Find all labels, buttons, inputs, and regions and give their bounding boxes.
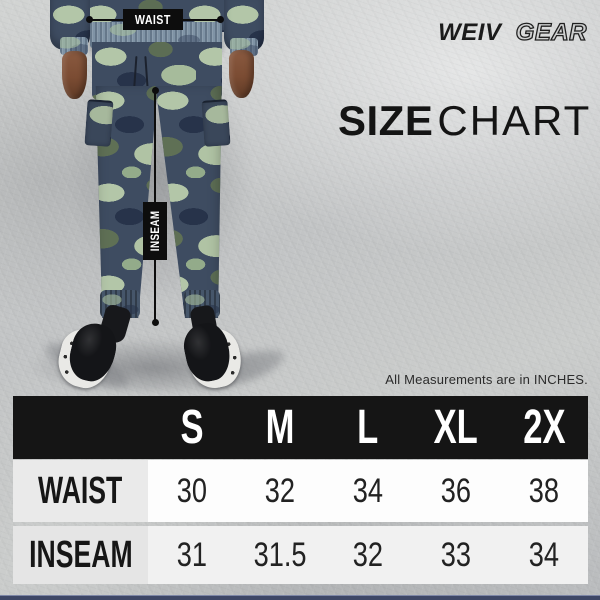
waist-value-xl: 36 [412,460,500,522]
page-title-light: CHART [437,97,592,144]
brand-logo-primary: WEIV [438,19,502,46]
waist-measure-label-text: WAIST [135,12,171,27]
inseam-measure-label-text: INSEAM [148,210,162,252]
table-header-corner-cell [13,396,148,459]
size-2x-label: 2X [522,401,566,454]
size-xl-label: XL [433,401,479,454]
brand-logo: WEIV GEAR [438,18,587,47]
inseam-value-2x: 34 [500,526,588,584]
size-chart-table: S M L XL 2X WAIST 30 32 34 36 38 INSEAM … [13,396,588,584]
table-header-size-m: M [236,396,324,459]
inseam-measure-dot-top [152,87,159,94]
waist-measure-dot-right [217,16,224,23]
inseam-row-label: INSEAM [28,533,133,576]
waist-row-label-cell: WAIST [13,460,148,522]
waist-value-l: 34 [324,460,412,522]
bottom-accent-bar [0,595,600,600]
product-photo: WAIST INSEAM [0,0,335,396]
inseam-measure-dot-bottom [152,319,159,326]
table-header-row: S M L XL 2X [13,396,588,459]
waist-value-s: 30 [148,460,236,522]
inseam-measure-label: INSEAM [143,202,167,260]
sleeve-cuff-left [60,37,88,55]
table-row-inseam: INSEAM 31 31.5 32 33 34 [13,526,588,584]
brand-logo-secondary: GEAR [515,18,587,46]
page-title-bold: SIZE [338,97,434,144]
table-header-size-xl: XL [412,396,500,459]
inseam-value-l: 32 [324,526,412,584]
size-m-label: M [265,401,295,454]
hand-left [62,51,87,99]
table-header-size-2x: 2X [500,396,588,459]
hand-right [229,50,254,98]
cargo-pocket-right [201,99,231,147]
waist-value-2x: 38 [500,460,588,522]
inseam-value-s: 31 [148,526,236,584]
hoodie-sleeve-left [50,0,90,50]
page-title: SIZECHART [338,97,590,145]
measurement-note: All Measurements are in INCHES. [385,372,588,387]
cargo-pocket-left [84,99,114,147]
table-row-waist: WAIST 30 32 34 36 38 [13,460,588,522]
waist-measure-dot-left [86,16,93,23]
inseam-value-xl: 33 [412,526,500,584]
waist-row-label: WAIST [38,469,123,512]
size-l-label: L [357,401,379,454]
waist-value-m: 32 [236,460,324,522]
inseam-row-label-cell: INSEAM [13,526,148,584]
inseam-value-m: 31.5 [236,526,324,584]
table-header-size-s: S [148,396,236,459]
size-s-label: S [180,401,204,454]
waist-measure-label: WAIST [123,9,183,30]
table-header-size-l: L [324,396,412,459]
